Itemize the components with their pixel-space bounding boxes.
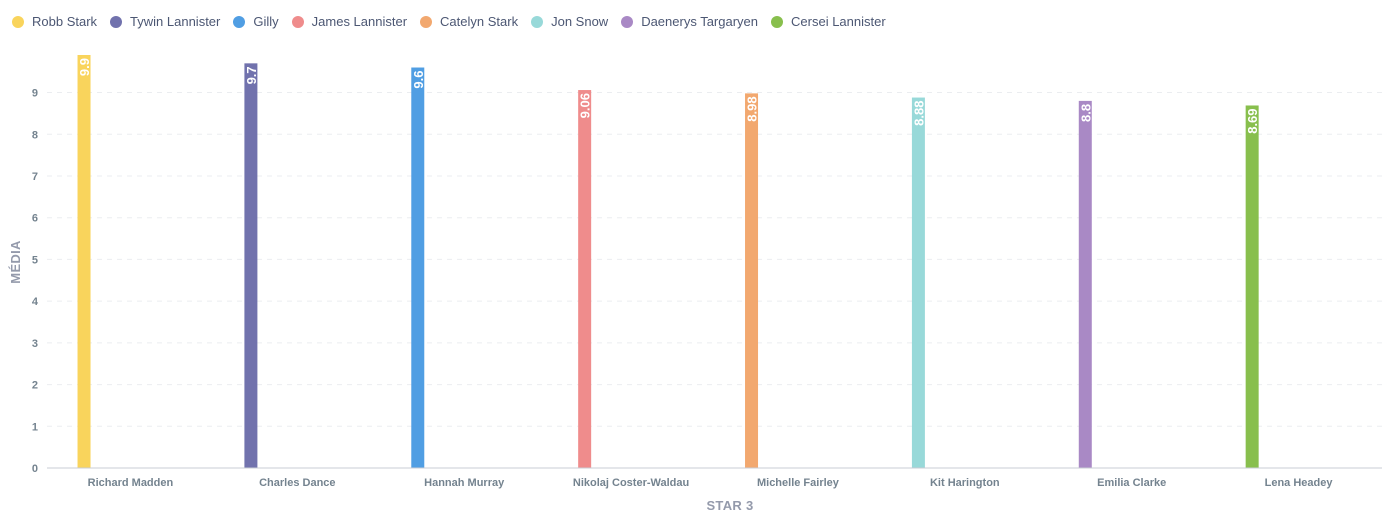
legend-dot-icon	[110, 15, 123, 28]
y-tick-label: 9	[32, 88, 38, 100]
y-tick-label: 4	[32, 296, 39, 308]
legend-label: Gilly	[253, 14, 279, 29]
legend-item-jon-snow[interactable]: Jon Snow	[531, 14, 608, 29]
data-label-catelyn-stark: 8.98	[745, 96, 760, 121]
legend-label: Cersei Lannister	[791, 14, 886, 29]
x-tick-label: Richard Madden	[88, 477, 174, 489]
y-tick-label: 6	[32, 213, 38, 225]
legend-item-tywin-lannister[interactable]: Tywin Lannister	[110, 14, 220, 29]
x-tick-label: Charles Dance	[259, 477, 335, 489]
bar-daenerys-targaryen[interactable]	[1078, 100, 1092, 468]
legend-label: Daenerys Targaryen	[641, 14, 759, 29]
data-label-cersei-lannister: 8.69	[1245, 108, 1260, 133]
legend-label: Catelyn Stark	[440, 14, 519, 29]
legend-label: Tywin Lannister	[130, 14, 221, 29]
legend-item-daenerys-targaryen[interactable]: Daenerys Targaryen	[621, 14, 758, 29]
x-tick-label: Emilia Clarke	[1097, 477, 1166, 489]
legend-dot-icon	[531, 15, 544, 28]
x-axis-ticks: Richard Madden Charles Dance Hannah Murray…	[88, 477, 1334, 489]
y-tick-label: 8	[32, 129, 38, 141]
data-label-gilly: 9.6	[411, 71, 426, 89]
y-tick-label: 5	[32, 254, 38, 266]
bars	[77, 55, 1259, 469]
y-axis-ticks: 0 1 2 3 4 5 6 7 8 9	[32, 88, 39, 475]
data-labels: 9.9 9.7 9.6 9.06 8.98 8.88 8.8 8.69	[77, 58, 1260, 134]
data-label-james-lannister: 9.06	[578, 93, 593, 118]
y-tick-label: 3	[32, 338, 38, 350]
bar-james-lannister[interactable]	[578, 90, 592, 469]
x-tick-label: Kit Harington	[930, 477, 1000, 489]
data-label-tywin-lannister: 9.7	[244, 66, 259, 84]
data-label-jon-snow: 8.88	[911, 101, 926, 126]
x-tick-label: Lena Headey	[1265, 477, 1334, 489]
legend-dot-icon	[12, 15, 24, 28]
legend-item-james-lannister[interactable]: James Lannister	[291, 14, 408, 29]
legend-label: Robb Stark	[32, 14, 98, 29]
legend: Robb Stark Tywin Lannister Gilly James Lann…	[12, 14, 899, 29]
grid-lines	[47, 92, 1382, 427]
legend-item-robb-stark[interactable]: Robb Stark	[12, 14, 97, 29]
legend-dot-icon	[621, 15, 634, 28]
x-tick-label: Hannah Murray	[424, 477, 505, 489]
bar-tywin-lannister[interactable]	[244, 63, 258, 468]
bar-catelyn-stark[interactable]	[745, 93, 759, 469]
bar-cersei-lannister[interactable]	[1245, 105, 1259, 468]
x-axis-title: STAR 3	[706, 498, 753, 513]
legend-label: Jon Snow	[551, 14, 609, 29]
x-tick-label: Nikolaj Coster-Waldau	[573, 477, 689, 489]
data-label-daenerys-targaryen: 8.8	[1078, 104, 1093, 122]
legend-dot-icon	[291, 15, 304, 28]
y-tick-label: 2	[32, 380, 38, 392]
y-tick-label: 7	[32, 171, 38, 183]
legend-item-catelyn-stark[interactable]: Catelyn Stark	[420, 14, 518, 29]
y-tick-label: 1	[32, 421, 38, 433]
y-tick-label: 0	[32, 463, 38, 475]
data-label-robb-stark: 9.9	[77, 58, 92, 76]
x-tick-label: Michelle Fairley	[757, 477, 840, 489]
legend-dot-icon	[233, 15, 246, 28]
bar-robb-stark[interactable]	[77, 55, 91, 468]
legend-dot-icon	[771, 15, 784, 28]
y-axis-title: MÉDIA	[8, 240, 23, 284]
legend-item-gilly[interactable]: Gilly	[233, 14, 279, 29]
legend-item-cersei-lannister[interactable]: Cersei Lannister	[771, 14, 886, 29]
legend-dot-icon	[420, 15, 433, 28]
bar-jon-snow[interactable]	[911, 97, 925, 468]
legend-label: James Lannister	[311, 14, 408, 29]
bar-gilly[interactable]	[411, 67, 425, 469]
